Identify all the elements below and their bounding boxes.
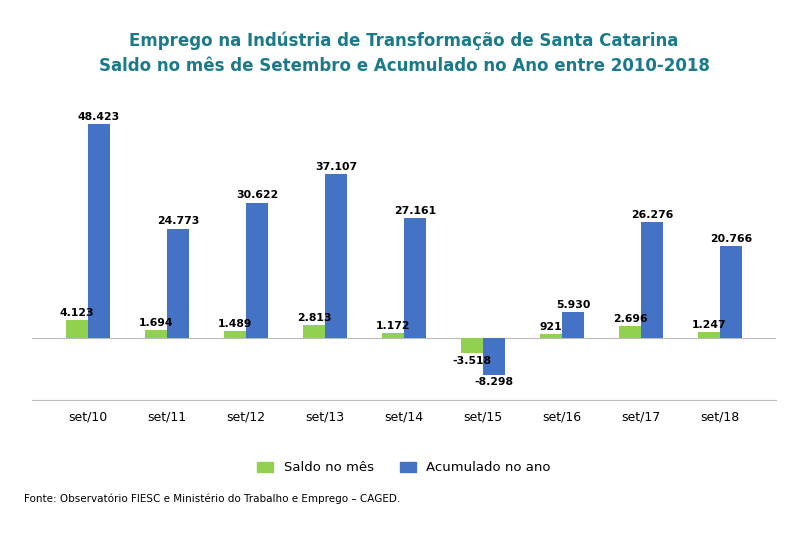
Text: 24.773: 24.773 [157, 216, 199, 227]
Text: 27.161: 27.161 [394, 206, 436, 216]
Bar [461, 338, 483, 353]
Text: 37.107: 37.107 [315, 162, 357, 172]
Bar [641, 222, 663, 338]
Text: 2.813: 2.813 [297, 313, 331, 324]
Bar [303, 326, 325, 338]
Text: 30.622: 30.622 [236, 190, 278, 200]
Text: 20.766: 20.766 [710, 234, 752, 244]
Bar [167, 229, 189, 338]
Bar [540, 334, 562, 338]
Bar [720, 246, 742, 338]
Text: 48.423: 48.423 [78, 112, 120, 122]
Bar [224, 332, 246, 338]
Title: Emprego na Indústria de Transformação de Santa Catarina
Saldo no mês de Setembro: Emprego na Indústria de Transformação de… [98, 31, 710, 75]
Text: 1.489: 1.489 [218, 319, 252, 329]
Bar [145, 330, 167, 338]
Bar [246, 203, 268, 338]
Bar [562, 312, 584, 338]
Text: 1.694: 1.694 [138, 318, 173, 328]
Text: 1.247: 1.247 [692, 320, 726, 330]
Bar [619, 326, 641, 338]
Bar [483, 338, 505, 375]
Bar [404, 218, 426, 338]
Bar [88, 124, 110, 338]
Legend: Saldo no mês, Acumulado no ano: Saldo no mês, Acumulado no ano [252, 456, 556, 480]
Bar [698, 333, 720, 338]
Text: 921: 921 [540, 321, 562, 332]
Bar [66, 320, 88, 338]
Text: 4.123: 4.123 [59, 308, 94, 318]
Bar [382, 333, 404, 338]
Text: -8.298: -8.298 [474, 377, 514, 387]
Text: 26.276: 26.276 [631, 209, 674, 220]
Text: 1.172: 1.172 [376, 320, 410, 330]
Text: 2.696: 2.696 [613, 314, 647, 324]
Text: 5.930: 5.930 [556, 300, 590, 310]
Bar [325, 174, 347, 338]
Text: Fonte: Observatório FIESC e Ministério do Trabalho e Emprego – CAGED.: Fonte: Observatório FIESC e Ministério d… [24, 493, 400, 504]
Text: -3.518: -3.518 [453, 356, 491, 366]
